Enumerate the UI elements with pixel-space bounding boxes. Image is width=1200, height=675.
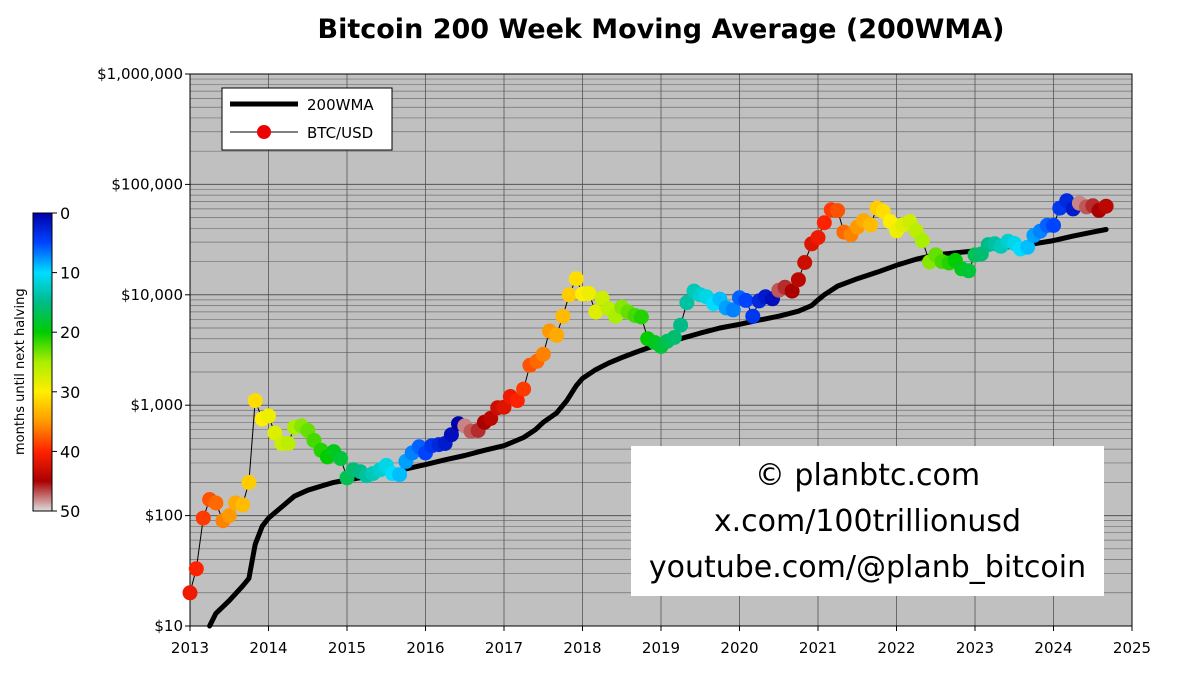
btc-usd-point [914,233,930,249]
x-tick-label: 2014 [249,639,287,657]
x-tick-label: 2021 [799,639,837,657]
btc-usd-point [810,230,826,246]
x-tick-label: 2024 [1034,639,1072,657]
btc-usd-point [509,393,525,409]
btc-usd-point [483,410,499,426]
wma-line [207,227,1109,629]
btc-usd-point [961,263,977,279]
btc-usd-point [1020,239,1036,255]
legend-box [221,87,393,151]
series-200wma [207,227,1109,629]
btc-usd-point [188,561,204,577]
x-tick-label: 2015 [328,639,366,657]
btc-usd-point [790,272,806,288]
colorbar-tick-label: 10 [60,264,80,283]
legend-200wma-label: 200WMA [307,96,374,114]
watermark-copyright: © planbtc.com [754,458,981,493]
btc-usd-point [280,436,296,451]
btc-usd-point [633,309,649,325]
x-tick-label: 2018 [563,639,601,657]
btc-usd-point [182,585,198,601]
btc-usd-point [830,203,846,218]
btc-usd-point [568,271,584,287]
watermark-box: © planbtc.com x.com/100trillionusd youtu… [631,446,1104,596]
y-axis-ticks: $10 $100 $1,000 $10,000 $100,000 $1,000,000 [97,65,190,635]
x-axis-ticks: 2013 2014 2015 2016 2017 2018 2019 2020 2021 2022… [171,626,1151,657]
legend-btc-marker-swatch [257,125,271,139]
btc-usd-point [221,508,237,524]
x-tick-label: 2017 [485,639,523,657]
y-tick-label: $10,000 [121,286,183,304]
x-tick-label: 2025 [1113,639,1151,657]
x-tick-label: 2023 [956,639,994,657]
y-tick-label: $1,000,000 [97,65,183,83]
btc-usd-point [195,510,211,526]
btc-usd-point [588,304,604,320]
btc-usd-point [241,474,257,490]
btc-usd-point [725,302,741,318]
colorbar: 0 10 20 30 40 50 [32,204,80,521]
btc-usd-point [535,346,551,362]
btc-usd-point [333,450,349,466]
colorbar-tick-label: 0 [60,204,70,223]
legend-btc-usd-label: BTC/USD [307,124,373,142]
btc-usd-point [208,495,224,511]
x-tick-label: 2013 [171,639,209,657]
btc-usd-point [516,381,532,397]
watermark-x-handle: x.com/100trillionusd [713,504,1022,539]
chart-title: Bitcoin 200 Week Moving Average (200WMA) [317,14,1005,45]
x-tick-label: 2022 [877,639,915,657]
btc-usd-point [581,285,597,301]
colorbar-label: months until next halving [13,288,28,455]
btc-usd-point [863,217,879,233]
colorbar-tick-label: 20 [60,323,80,342]
btc-usd-point [1046,217,1061,233]
btc-usd-point [247,393,263,409]
btc-usd-point [443,427,459,443]
btc-usd-point [816,215,832,231]
btc-usd-point [392,467,408,483]
colorbar-tick-label: 30 [60,383,80,402]
colorbar-tick-label: 40 [60,442,80,461]
btc-usd-point [738,292,754,308]
btc-usd-point [549,327,565,343]
btc-usd-point [555,308,571,324]
y-tick-label: $1,000 [131,396,184,414]
btc-usd-point [561,287,577,303]
btc-usd-point [673,317,689,333]
btc-usd-point [745,308,761,324]
x-tick-label: 2019 [642,639,680,657]
btc-usd-point [784,283,800,299]
btc-usd-point [235,497,251,513]
colorbar-gradient [32,212,53,512]
x-tick-label: 2016 [406,639,444,657]
watermark-youtube-handle: youtube.com/@planb_bitcoin [648,550,1087,585]
btc-usd-point [679,295,695,311]
x-tick-label: 2020 [720,639,758,657]
series-btc-usd [182,193,1114,601]
btc-usd-point [797,255,813,270]
y-tick-label: $100 [145,507,183,525]
legend: 200WMA BTC/USD [221,87,393,151]
btc-usd-point [261,408,276,424]
y-tick-label: $100,000 [111,175,183,193]
colorbar-tick-label: 50 [60,502,80,521]
btc-usd-point [666,330,682,345]
btc-usd-point [1098,198,1114,214]
y-tick-label: $10 [154,617,183,635]
